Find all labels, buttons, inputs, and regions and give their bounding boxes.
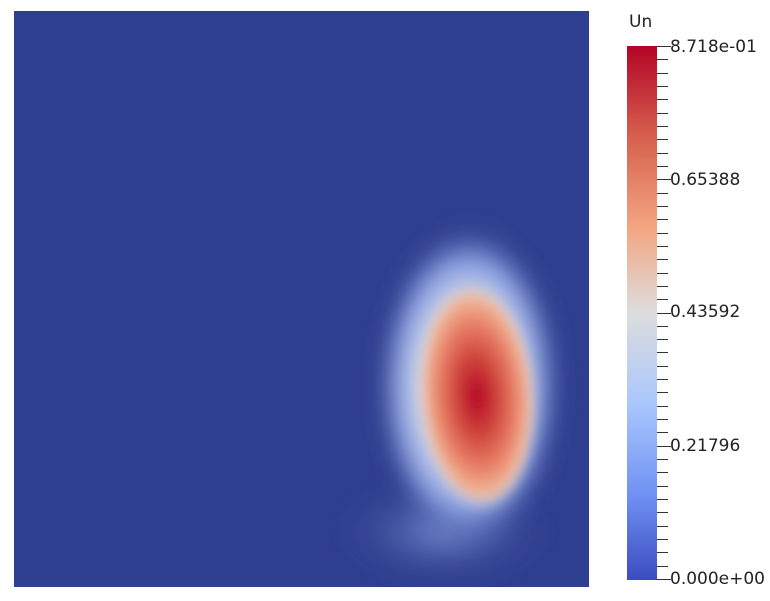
colorbar-label-1: 0.21796 [670, 436, 741, 456]
colorbar-minor-tick [657, 193, 668, 194]
colorbar-title: Un [629, 12, 653, 32]
colorbar-minor-tick [657, 166, 668, 167]
colorbar-minor-tick [657, 432, 668, 433]
colorbar-label-3: 0.65388 [670, 170, 741, 190]
field-peak [416, 281, 538, 511]
colorbar-minor-tick [657, 99, 668, 100]
colorbar-minor-tick [657, 339, 668, 340]
colorbar-minor-tick [657, 406, 668, 407]
colorbar-minor-tick [657, 539, 668, 540]
colorbar-label-min: 0.000e+00 [670, 569, 766, 589]
colorbar-minor-tick [657, 59, 668, 60]
colorbar-minor-tick [657, 379, 668, 380]
colorbar-minor-tick [657, 73, 668, 74]
colorbar-minor-tick [657, 512, 668, 513]
colorbar-minor-tick [657, 486, 668, 487]
colorbar-minor-tick [657, 392, 668, 393]
colorbar-minor-tick [657, 219, 668, 220]
colorbar-major-tick [657, 446, 671, 447]
colorbar-minor-tick [657, 273, 668, 274]
colorbar-minor-tick [657, 259, 668, 260]
colorbar-minor-tick [657, 126, 668, 127]
colorbar-minor-tick [657, 246, 668, 247]
colorbar-label-2: 0.43592 [670, 302, 741, 322]
colorbar-minor-tick [657, 526, 668, 527]
colorbar-minor-tick [657, 86, 668, 87]
colorbar-label-max: 8.718e-01 [670, 37, 757, 57]
colorbar-minor-tick [657, 472, 668, 473]
colorbar-minor-tick [657, 566, 668, 567]
colorbar [627, 46, 657, 580]
colorbar-major-tick [657, 46, 671, 47]
colorbar-minor-tick [657, 326, 668, 327]
colorbar-minor-tick [657, 499, 668, 500]
colorbar-minor-tick [657, 299, 668, 300]
colorbar-minor-tick [657, 113, 668, 114]
colorbar-minor-tick [657, 139, 668, 140]
colorbar-minor-tick [657, 552, 668, 553]
colorbar-major-tick [657, 179, 671, 180]
colorbar-minor-tick [657, 206, 668, 207]
colorbar-minor-tick [657, 233, 668, 234]
colorbar-ticks [657, 46, 671, 580]
colorbar-major-tick [657, 313, 671, 314]
colorbar-minor-tick [657, 352, 668, 353]
colorbar-major-tick [657, 579, 671, 580]
colorbar-minor-tick [657, 153, 668, 154]
scalar-field-plot[interactable] [14, 11, 589, 587]
colorbar-minor-tick [657, 459, 668, 460]
colorbar-minor-tick [657, 419, 668, 420]
colorbar-minor-tick [657, 286, 668, 287]
colorbar-minor-tick [657, 366, 668, 367]
